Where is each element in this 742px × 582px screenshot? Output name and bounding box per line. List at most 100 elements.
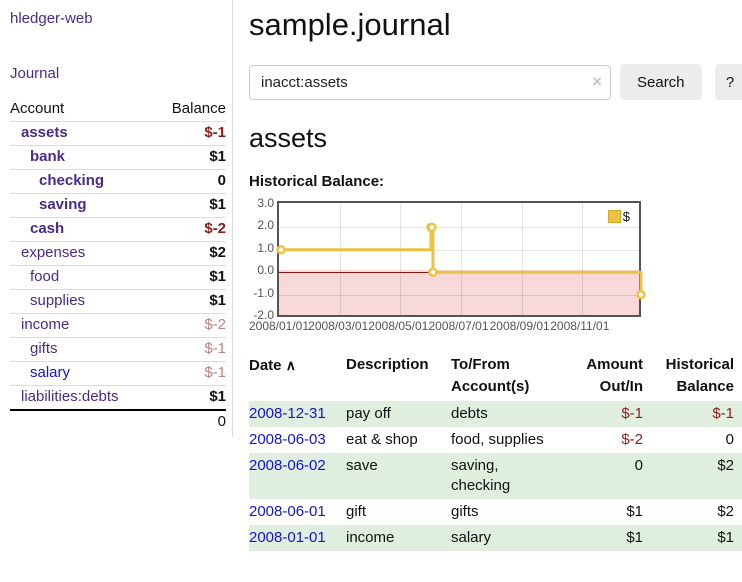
- accounts-header-account: Account: [10, 97, 155, 122]
- page-title: sample.journal: [249, 7, 451, 42]
- account-balance: $-1: [154, 337, 226, 362]
- clear-search-icon[interactable]: ×: [592, 71, 602, 91]
- account-row: expenses $2: [10, 241, 226, 266]
- accounts-total-row: 0: [10, 409, 226, 434]
- account-balance: $2: [154, 241, 226, 266]
- transaction-balance: $2: [717, 457, 734, 474]
- search-input[interactable]: [249, 64, 611, 100]
- transaction-amount: 0: [634, 457, 643, 474]
- transaction-date-link[interactable]: 2008-12-31: [249, 405, 326, 422]
- chart-x-axis: 2008/01/01 2008/03/01 2008/05/01 2008/07/01…: [248, 319, 610, 333]
- register-row: 2008-12-31 pay off debts $-1 $-1: [249, 401, 742, 427]
- account-balance: $-2: [154, 313, 226, 338]
- account-balance: $-1: [154, 361, 226, 386]
- account-balance: $1: [154, 145, 226, 170]
- register-row: 2008-06-02 save saving, checking 0 $2: [249, 453, 742, 499]
- balance-header-line1: Historical: [665, 356, 734, 373]
- account-balance: $-2: [154, 217, 226, 242]
- account-link-gifts[interactable]: gifts: [30, 340, 58, 357]
- transaction-accounts: debts: [451, 405, 488, 422]
- account-balance: $-1: [154, 121, 226, 146]
- register-header-row: Date ∧ Description To/From Account(s) Am…: [249, 352, 742, 401]
- account-heading: assets: [249, 123, 328, 153]
- app-layout: hledger-web Journal Account Balance asse…: [0, 0, 742, 551]
- account-link-cash[interactable]: cash: [30, 220, 65, 237]
- account-link-supplies[interactable]: supplies: [30, 292, 86, 309]
- legend-label: $: [622, 209, 630, 224]
- transaction-date-link[interactable]: 2008-01-01: [249, 529, 326, 546]
- account-row: checking 0: [10, 169, 226, 194]
- register-row: 2008-06-01 gift gifts $1 $2: [249, 499, 742, 525]
- transaction-date-link[interactable]: 2008-06-03: [249, 431, 326, 448]
- account-row: bank $1: [10, 145, 226, 170]
- chart-y-axis: 3.0 2.0 1.0 0.0 -1.0 -2.0: [253, 196, 274, 322]
- register-row: 2008-01-01 income salary $1 $1: [249, 525, 742, 551]
- transaction-balance: 0: [725, 431, 734, 448]
- account-row: liabilities:debts $1: [10, 385, 226, 411]
- accounts-total-value: 0: [154, 409, 226, 434]
- account-link-assets[interactable]: assets: [21, 124, 68, 141]
- date-header-label: Date: [249, 357, 282, 374]
- transaction-balance: $-1: [712, 405, 734, 422]
- account-link-saving[interactable]: saving: [39, 196, 87, 213]
- accounts-header-line2: Account(s): [451, 378, 530, 395]
- transaction-amount: $-1: [621, 405, 643, 422]
- account-row: saving $1: [10, 193, 226, 218]
- sidebar-item-journal[interactable]: Journal: [10, 65, 60, 82]
- account-link-bank[interactable]: bank: [30, 148, 66, 165]
- transaction-description: income: [346, 529, 395, 546]
- account-balance: 0: [154, 169, 226, 194]
- transaction-amount: $1: [626, 529, 643, 546]
- chart-plot: $: [276, 201, 646, 317]
- account-row: assets $-1: [10, 121, 226, 146]
- main-panel: sample.journal × Search ? assets Histori…: [233, 0, 742, 551]
- historical-balance-chart: 3.0 2.0 1.0 0.0 -1.0 -2.0 $ 2008/01/01 2008/03…: [248, 196, 742, 337]
- brand-link[interactable]: hledger-web: [10, 10, 93, 27]
- transaction-date-link[interactable]: 2008-06-02: [249, 457, 326, 474]
- account-link-checking[interactable]: checking: [39, 172, 105, 189]
- register-row: 2008-06-03 eat & shop food, supplies $-2…: [249, 427, 742, 453]
- account-balance: $1: [154, 385, 226, 411]
- account-row: supplies $1: [10, 289, 226, 314]
- search-bar: × Search ?: [249, 64, 742, 100]
- account-row: cash $-2: [10, 217, 226, 242]
- transaction-description: pay off: [346, 405, 391, 422]
- account-balance: $1: [154, 265, 226, 290]
- transaction-date-link[interactable]: 2008-06-01: [249, 503, 326, 520]
- register-header-description: Description: [346, 356, 429, 373]
- transaction-description: save: [346, 457, 378, 474]
- balance-header-line2: Balance: [676, 378, 734, 395]
- transaction-balance: $1: [717, 529, 734, 546]
- accounts-header-row: Account Balance: [10, 97, 226, 122]
- transaction-amount: $1: [626, 503, 643, 520]
- account-row: salary $-1: [10, 361, 226, 386]
- chart-series: [276, 222, 646, 300]
- sidebar: hledger-web Journal Account Balance asse…: [0, 0, 233, 437]
- chart-heading: Historical Balance:: [249, 173, 385, 190]
- accounts-header-line1: To/From: [451, 356, 510, 373]
- transaction-accounts: food, supplies: [451, 431, 544, 448]
- register-table: Date ∧ Description To/From Account(s) Am…: [249, 352, 742, 551]
- account-balance: $1: [154, 193, 226, 218]
- transaction-accounts: saving, checking: [451, 457, 511, 494]
- register-header-accounts: To/From Account(s): [451, 352, 571, 401]
- help-button[interactable]: ?: [714, 64, 742, 100]
- account-link-food[interactable]: food: [30, 268, 60, 285]
- account-link-income[interactable]: income: [21, 316, 70, 333]
- account-link-salary[interactable]: salary: [30, 364, 71, 381]
- transaction-accounts: gifts: [451, 503, 479, 520]
- transaction-accounts: salary: [451, 529, 492, 546]
- account-row: income $-2: [10, 313, 226, 338]
- legend-swatch: [607, 210, 621, 223]
- amount-header-line2: Out/In: [599, 378, 643, 395]
- account-link-liabilities-debts[interactable]: liabilities:debts: [21, 388, 119, 405]
- account-link-expenses[interactable]: expenses: [21, 244, 86, 261]
- accounts-table: Account Balance assets $-1 bank $1 check…: [10, 97, 226, 434]
- transaction-amount: $-2: [621, 431, 643, 448]
- sort-ascending-icon: ∧: [285, 357, 296, 373]
- search-button[interactable]: Search: [620, 64, 702, 100]
- amount-header-line1: Amount: [586, 356, 643, 373]
- transaction-balance: $2: [717, 503, 734, 520]
- accounts-header-balance: Balance: [154, 97, 226, 122]
- chart-legend: $: [605, 208, 632, 225]
